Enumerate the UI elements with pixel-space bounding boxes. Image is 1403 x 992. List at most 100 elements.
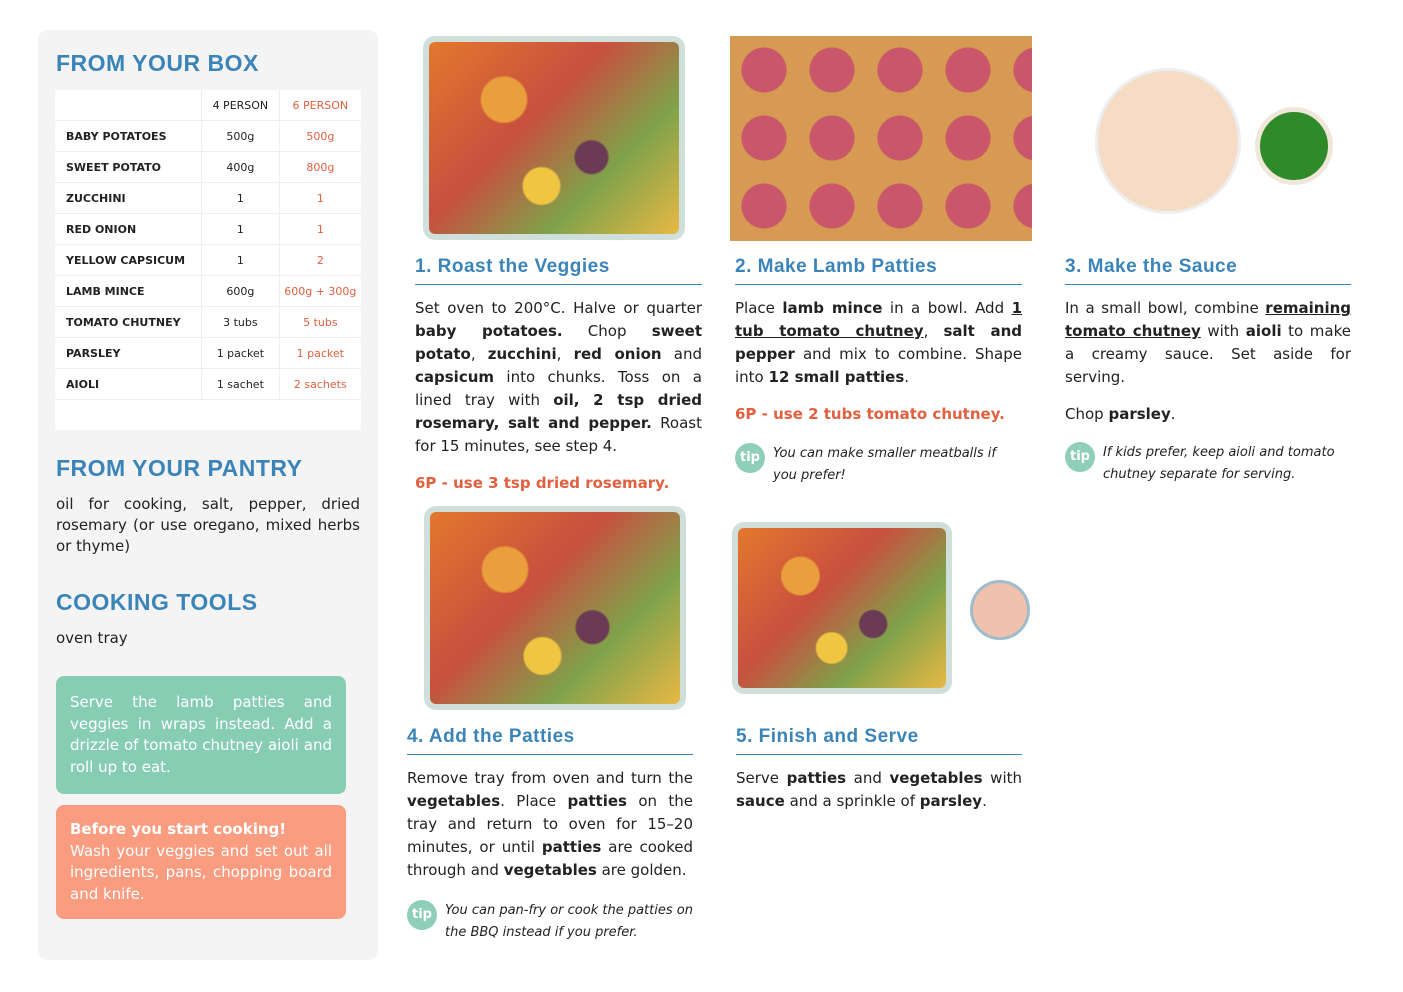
step-body: Remove tray from oven and turn the veget…: [407, 767, 693, 882]
ingredient-table: 4 PERSON 6 PERSON BABY POTATOES 500g 500g SW…: [55, 90, 361, 430]
text-run: with: [1200, 322, 1246, 340]
step-body: Place lamb mince in a bowl. Add 1 tub to…: [735, 297, 1022, 389]
text-run: are golden.: [596, 861, 687, 879]
text-run: and: [661, 345, 702, 363]
text-run: Chop: [1065, 405, 1109, 423]
step-title: 3. Make the Sauce: [1065, 256, 1351, 285]
photo: [1255, 107, 1333, 185]
text-run: lamb mince: [782, 299, 883, 317]
table-cell: ZUCCHINI: [55, 182, 202, 214]
table-row: SWEET POTATO 400g 800g: [55, 151, 361, 183]
note: 6P - use 3 tsp dried rosemary.: [415, 474, 670, 492]
text-run: ,: [470, 345, 488, 363]
text-run: .: [1170, 405, 1176, 423]
text-run: on the tray and return to oven for 15–20…: [407, 792, 693, 856]
tip-badge: tip: [407, 900, 437, 930]
heading: FROM YOUR PANTRY: [56, 455, 303, 481]
text-run: parsley: [919, 792, 983, 810]
photo: [730, 36, 1032, 241]
text-run: to make a creamy sauce. Set aside for se…: [1065, 322, 1351, 386]
text-run: patties: [786, 769, 847, 787]
text-run: and a sprinkle of: [784, 792, 920, 810]
text-run: and mix to combine. Shape into: [735, 345, 1022, 386]
text-run: Place: [735, 299, 783, 317]
photo: [732, 522, 952, 694]
text-run: .: [982, 792, 987, 810]
table-cell: 1 packet: [201, 337, 280, 369]
table-row: AIOLI 1 sachet 2 sachets: [55, 368, 361, 400]
step-body: Set oven to 200°C. Halve or quarter baby…: [415, 297, 702, 458]
photo: [424, 506, 686, 710]
text-run: Remove tray from oven and turn the: [407, 769, 693, 787]
step-body: Serve patties and vegetables with sauce …: [736, 767, 1022, 813]
text-run: ,: [923, 322, 944, 340]
table-cell: PARSLEY: [55, 337, 202, 369]
text-run: in a bowl. Add: [882, 299, 1012, 317]
text-run: are cooked through and: [407, 838, 693, 879]
text-run: Roast for 15 minutes, see step 4.: [415, 414, 702, 455]
text-run: .: [904, 368, 910, 386]
text-run: Chop: [562, 322, 652, 340]
header: 6 PERSON: [278, 90, 361, 121]
table-cell: 1 packet: [278, 337, 361, 369]
table-cell: 2: [278, 244, 361, 276]
table-cell: 500g: [201, 120, 280, 152]
table-row: YELLOW CAPSICUM 1 2: [55, 244, 361, 276]
tools-text: oven tray: [56, 629, 128, 647]
photo: [970, 580, 1030, 640]
table-cell: 1: [201, 244, 280, 276]
text-run: capsicum: [415, 368, 495, 386]
text-run: parsley: [1108, 405, 1171, 423]
green-note: Serve the lamb patties and veggies in wr…: [56, 676, 346, 794]
tip-text: You can pan-fry or cook the patties on t…: [445, 903, 693, 940]
text-run: patties: [541, 838, 602, 856]
table-cell: 600g + 300g: [278, 275, 361, 307]
table-cell: 2 sachets: [278, 368, 361, 400]
text-run: Set oven to 200°C. Halve or quarter: [415, 299, 702, 317]
table-cell: 1: [278, 213, 361, 245]
table-cell: 1: [201, 182, 280, 214]
tip-text: If kids prefer, keep aioli and tomato ch…: [1103, 445, 1335, 482]
step: 4. Add the Patties Remove tray from oven…: [407, 726, 693, 944]
step-title: 4. Add the Patties: [407, 726, 693, 755]
step-body: In a small bowl, combine remaining tomat…: [1065, 297, 1351, 389]
orange-note: Before you start cooking! Wash your veggi…: [56, 805, 346, 919]
step-title: 1. Roast the Veggies: [415, 256, 702, 285]
step-body: Chop parsley.: [1065, 403, 1351, 426]
text-run: and: [846, 769, 890, 787]
tip-text: You can make smaller meatballs if you pr…: [773, 446, 996, 483]
text-run: ,: [556, 345, 574, 363]
step: 1. Roast the Veggies Set oven to 200°C. …: [415, 256, 702, 492]
tip-row: tip If kids prefer, keep aioli and tomato…: [1065, 442, 1351, 486]
note: 6P - use 2 tubs tomato chutney.: [735, 405, 1005, 423]
table-cell: 600g: [201, 275, 280, 307]
tip-row: tip You can make smaller meatballs if you…: [735, 443, 1022, 487]
tip-row: tip You can pan-fry or cook the patties o…: [407, 900, 693, 944]
table-cell: YELLOW CAPSICUM: [55, 244, 202, 276]
pantry-text: oil for cooking, salt, pepper, dried ros…: [56, 495, 360, 555]
table-cell: 3 tubs: [201, 306, 280, 338]
text-run: vegetables: [889, 769, 983, 787]
step: 3. Make the Sauce In a small bowl, combi…: [1065, 256, 1351, 486]
text-run: 1 tub tomato chutney: [735, 299, 1023, 340]
text-run: . Place: [500, 792, 568, 810]
note-text: Wash your veggies and set out all ingred…: [70, 841, 332, 903]
step-title: 2. Make Lamb Patties: [735, 256, 1022, 285]
text-run: vegetables: [503, 861, 597, 879]
table-cell: TOMATO CHUTNEY: [55, 306, 202, 338]
table-cell: RED ONION: [55, 213, 202, 245]
text-run: with: [982, 769, 1022, 787]
header: 4 PERSON: [201, 90, 280, 121]
table-cell: 400g: [201, 151, 280, 183]
step: 5. Finish and Serve Serve patties and ve…: [736, 726, 1022, 813]
table-row: LAMB MINCE 600g 600g + 300g: [55, 275, 361, 307]
table-cell: 800g: [278, 151, 361, 183]
heading: FROM YOUR BOX: [56, 50, 259, 76]
text-run: patties: [567, 792, 627, 810]
text-run: In a small bowl, combine: [1065, 299, 1266, 317]
table-cell: 1 sachet: [201, 368, 280, 400]
text-run: oil, 2 tsp dried rosemary, salt and pepp…: [415, 391, 702, 432]
text-run: Serve: [736, 769, 787, 787]
text-run: into chunks. Toss on a lined tray with: [415, 368, 702, 409]
